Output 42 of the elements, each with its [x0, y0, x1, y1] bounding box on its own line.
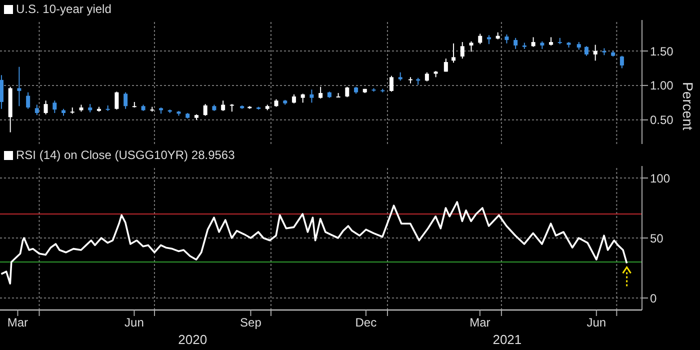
- candlestick: [114, 91, 119, 110]
- candlestick: [620, 55, 624, 69]
- y-tick-label: 1.50: [650, 44, 674, 58]
- candlestick: [124, 92, 128, 110]
- candlestick: [389, 75, 394, 92]
- legend-label: RSI (14) on Close (USGG10YR) 28.9563: [16, 148, 235, 162]
- candlestick: [460, 42, 464, 60]
- candlestick: [469, 40, 474, 52]
- x-tick-label: Jun: [586, 316, 606, 330]
- candlestick: [52, 100, 57, 114]
- candlestick: [203, 104, 208, 116]
- candlestick: [452, 42, 456, 64]
- candlestick: [221, 100, 226, 112]
- candlestick: [478, 33, 482, 45]
- x-tick-label: Jun: [124, 316, 144, 330]
- text: 2021: [492, 332, 522, 347]
- x-tick-label: Mar: [470, 316, 490, 330]
- text: 2020: [178, 332, 208, 347]
- candlestick: [310, 89, 314, 104]
- candlestick: [0, 74, 4, 110]
- y-tick-label: 1.00: [650, 78, 674, 93]
- y-tick-label: 0: [650, 291, 657, 306]
- candlestick: [345, 86, 350, 98]
- y-tick-label: 0.50: [650, 113, 674, 128]
- x-tick-label: Sep: [240, 316, 262, 330]
- candlestick: [593, 44, 598, 62]
- candlestick: [34, 104, 39, 116]
- candlestick: [584, 46, 588, 56]
- candlestick: [26, 92, 30, 110]
- legend-label: U.S. 10-year yield: [16, 2, 112, 16]
- candlestick: [17, 66, 22, 107]
- x-tick-label: Mar: [7, 316, 28, 330]
- candlestick: [444, 58, 448, 72]
- y-tick-label: 50: [650, 231, 664, 246]
- candlestick: [318, 86, 323, 100]
- y-tick-label: 100: [650, 171, 670, 186]
- x-tick-label: Dec: [355, 316, 377, 330]
- y-axis-title: Percent: [680, 82, 696, 130]
- candlestick: [44, 100, 48, 115]
- candlestick: [531, 36, 536, 48]
- line-series: [0, 201, 628, 284]
- candlestick: [514, 37, 518, 50]
